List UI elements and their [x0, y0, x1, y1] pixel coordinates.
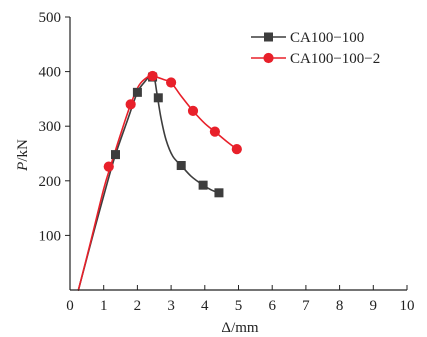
- x-tick-label: 5: [235, 298, 243, 314]
- series-ca100-100-2-point: [209, 126, 221, 137]
- series-ca100-100-2-point: [125, 99, 136, 110]
- series-ca100-100-2-point: [166, 77, 177, 88]
- x-ticks: 0 1 2 3 4 5 6 7 8 9 10: [66, 285, 415, 314]
- x-tick-label: 0: [66, 298, 74, 314]
- x-tick-label: 7: [302, 298, 310, 314]
- y-tick-label: 300: [39, 119, 62, 135]
- legend-ca100-100-2-marker: [263, 52, 274, 64]
- x-tick-label: 3: [167, 298, 175, 314]
- plot-markers: [103, 70, 242, 198]
- y-tick-label: 100: [39, 228, 62, 244]
- series-ca100-100-point: [110, 150, 120, 160]
- series-ca100-100-point: [198, 180, 208, 190]
- y-axis-label: P/kN: [15, 139, 31, 172]
- series-ca100-100-line: [77, 74, 220, 291]
- y-axis-label-italic: P: [15, 162, 31, 172]
- y-tick-label: 500: [39, 10, 62, 26]
- series-ca100-100-point: [132, 87, 142, 97]
- x-tick-label: 6: [268, 298, 276, 314]
- x-axis-label: Δ/mm: [221, 320, 258, 336]
- plot-lines: [77, 74, 238, 291]
- series-ca100-100-2-line: [77, 74, 238, 291]
- x-tick-label: 2: [134, 298, 142, 314]
- series-ca100-100-2-point: [231, 144, 242, 155]
- y-axis-label-unit: /kN: [15, 139, 31, 162]
- x-tick-label: 4: [201, 298, 209, 314]
- legend: CA100−100 CA100−100−2: [251, 30, 380, 67]
- series-ca100-100-2-point: [147, 70, 158, 82]
- series-ca100-100-point: [214, 188, 224, 198]
- series-ca100-100-2-point: [187, 105, 199, 117]
- series-ca100-100-point: [153, 93, 163, 103]
- legend-ca100-100-label: CA100−100: [290, 30, 364, 46]
- legend-ca100-100-2-label: CA100−100−2: [290, 51, 380, 67]
- x-tick-label: 8: [336, 298, 344, 314]
- y-ticks: 100 200 300 400 500: [39, 10, 70, 244]
- legend-ca100-100-marker: [264, 32, 273, 42]
- x-tick-label: 1: [100, 298, 108, 314]
- y-tick-label: 200: [39, 174, 62, 190]
- series-ca100-100-point: [176, 161, 186, 171]
- y-tick-label: 400: [39, 65, 62, 81]
- x-tick-label: 9: [370, 298, 378, 314]
- series-ca100-100-2-point: [103, 161, 114, 172]
- x-tick-label: 10: [400, 298, 415, 314]
